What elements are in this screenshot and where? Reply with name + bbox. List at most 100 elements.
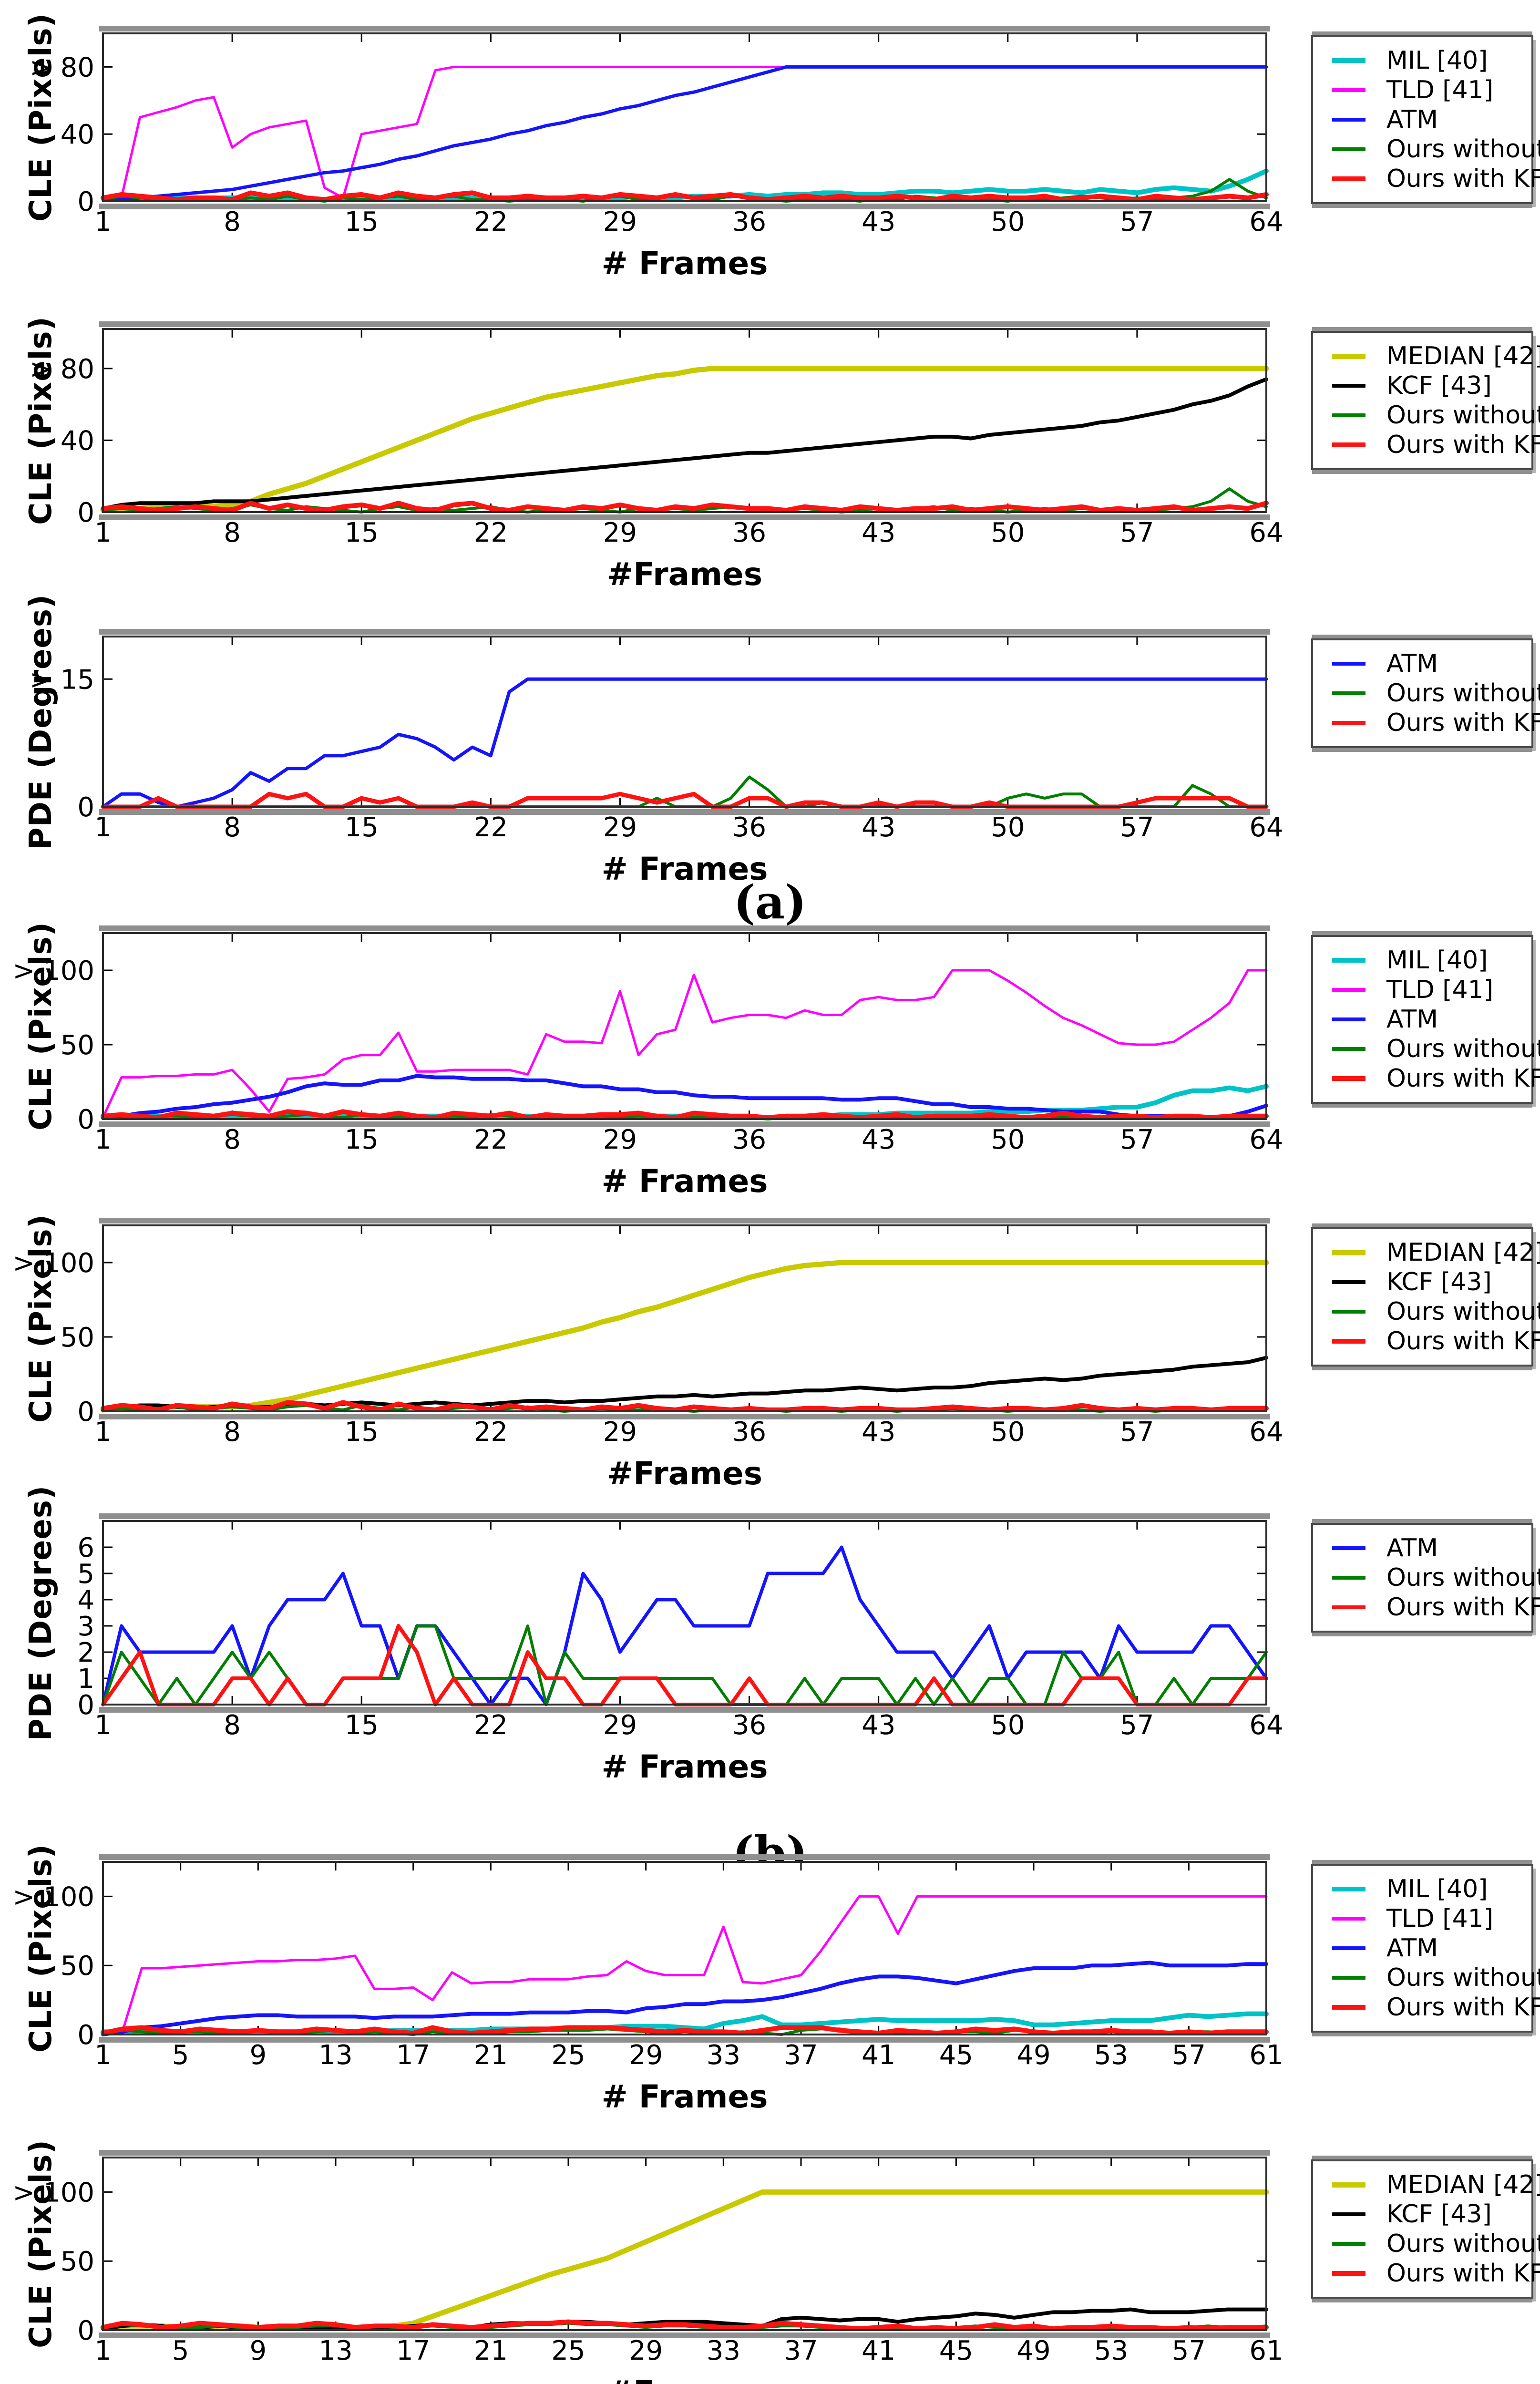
svg-text:15: 15 bbox=[345, 812, 379, 843]
legend-line-sample bbox=[1332, 2182, 1365, 2188]
svg-text:53: 53 bbox=[1094, 2335, 1128, 2366]
chart-panel: 1 8 15 22 29 36 43 50 57 64 0 50 > 100 bbox=[12, 1218, 1283, 1448]
chart-panel: 1 5 9 13 17 21 25 29 33 37 41 45 49 53 57 61 0 50 > 100 bbox=[12, 2150, 1283, 2366]
svg-text:33: 33 bbox=[707, 2040, 740, 2071]
legend-item-label: Ours without KF bbox=[1386, 135, 1540, 164]
legend-line-sample bbox=[1332, 2242, 1365, 2246]
y-axis-label: PDE (Degrees) bbox=[23, 1485, 59, 1741]
svg-text:0: 0 bbox=[77, 2020, 94, 2051]
legend-line-sample bbox=[1332, 958, 1365, 963]
legend-line-sample bbox=[1332, 1917, 1365, 1921]
legend-item-label: Ours with KF bbox=[1386, 164, 1540, 193]
svg-text:50: 50 bbox=[991, 517, 1025, 548]
svg-text:15: 15 bbox=[345, 1124, 379, 1155]
legend-line-sample bbox=[1332, 58, 1365, 63]
x-axis-label: # Frames bbox=[601, 2078, 768, 2115]
legend-item: MIL [40] bbox=[1313, 945, 1531, 975]
svg-text:15: 15 bbox=[345, 1417, 379, 1448]
legend-item-label: ATM bbox=[1386, 649, 1438, 678]
legend-line-sample bbox=[1332, 2271, 1365, 2276]
legend-item-label: Ours with KF bbox=[1386, 1064, 1540, 1093]
x-axis-label: # Frames bbox=[601, 1748, 768, 1785]
svg-text:13: 13 bbox=[318, 2040, 352, 2071]
svg-text:53: 53 bbox=[1094, 2040, 1128, 2071]
legend-line-sample bbox=[1332, 1976, 1365, 1980]
legend-item: KCF [43] bbox=[1313, 1267, 1531, 1297]
legend-line-sample bbox=[1332, 1076, 1365, 1081]
legend-item-label: MIL [40] bbox=[1386, 1875, 1488, 1903]
svg-text:29: 29 bbox=[603, 812, 637, 843]
legend: MEDIAN [42]KCF [43]Ours without KFOurs w… bbox=[1311, 331, 1540, 470]
svg-text:2: 2 bbox=[77, 1637, 94, 1668]
svg-text:64: 64 bbox=[1249, 1417, 1283, 1448]
svg-text:36: 36 bbox=[732, 517, 766, 548]
legend-line-sample bbox=[1332, 413, 1365, 417]
svg-text:1: 1 bbox=[94, 2335, 112, 2366]
legend-item: Ours without KF bbox=[1313, 401, 1540, 430]
legend-item: MEDIAN [42] bbox=[1313, 1238, 1540, 1267]
svg-text:57: 57 bbox=[1120, 1710, 1154, 1741]
legend-item-label: Ours without KF bbox=[1386, 401, 1540, 430]
svg-text:37: 37 bbox=[784, 2335, 818, 2366]
legend-line-sample bbox=[1332, 2005, 1365, 2010]
legend-item: Ours without KF bbox=[1313, 1297, 1540, 1326]
legend-item-label: Ours without KF bbox=[1386, 679, 1540, 708]
svg-text:0: 0 bbox=[77, 792, 94, 823]
y-axis-label: PDE (Degrees) bbox=[23, 594, 59, 850]
svg-text:> 100: > 100 bbox=[12, 956, 94, 986]
legend-item: ATM bbox=[1313, 1005, 1531, 1034]
svg-text:36: 36 bbox=[732, 206, 766, 237]
svg-text:0: 0 bbox=[77, 1690, 94, 1721]
legend: MEDIAN [42]KCF [43]Ours without KFOurs w… bbox=[1311, 1227, 1540, 1367]
svg-text:64: 64 bbox=[1249, 517, 1283, 548]
svg-text:41: 41 bbox=[862, 2335, 895, 2366]
svg-text:36: 36 bbox=[732, 1710, 766, 1741]
svg-text:1: 1 bbox=[77, 1664, 94, 1695]
svg-text:29: 29 bbox=[629, 2335, 663, 2366]
legend-item-label: Ours with KF bbox=[1386, 2259, 1540, 2288]
chart-panel: 1 8 15 22 29 36 43 50 57 64 0 1 2 3 4 5 6 bbox=[77, 1513, 1283, 1741]
legend-item: Ours without KF bbox=[1313, 1034, 1540, 1064]
svg-text:17: 17 bbox=[396, 2040, 430, 2071]
legend-line-sample bbox=[1332, 88, 1365, 92]
svg-text:0: 0 bbox=[77, 1397, 94, 1428]
svg-text:0: 0 bbox=[77, 2315, 94, 2346]
svg-text:36: 36 bbox=[732, 1124, 766, 1155]
legend-item: KCF [43] bbox=[1313, 2199, 1531, 2229]
legend-item-label: TLD [41] bbox=[1386, 1904, 1494, 1933]
legend-line-sample bbox=[1332, 353, 1365, 359]
svg-text:22: 22 bbox=[474, 517, 508, 548]
svg-text:1: 1 bbox=[94, 1710, 112, 1741]
x-axis-label: #Frames bbox=[103, 2374, 1266, 2384]
legend-line-sample bbox=[1332, 988, 1365, 992]
legend-item: MEDIAN [42] bbox=[1313, 2170, 1540, 2199]
svg-text:41: 41 bbox=[862, 2040, 895, 2071]
legend-item-label: Ours without KF bbox=[1386, 1297, 1540, 1326]
svg-text:43: 43 bbox=[862, 1124, 895, 1155]
legend-item-label: Ours with KF bbox=[1386, 1327, 1540, 1356]
legend-item-label: Ours without KF bbox=[1386, 1963, 1540, 1992]
legend-item-label: Ours with KF bbox=[1386, 431, 1540, 459]
svg-text:25: 25 bbox=[551, 2335, 585, 2366]
svg-text:9: 9 bbox=[250, 2040, 267, 2071]
svg-text:> 100: > 100 bbox=[12, 1248, 94, 1279]
chart-panel: 1 8 15 22 29 36 43 50 57 64 0 > 15 bbox=[30, 629, 1283, 843]
legend-line-sample bbox=[1332, 2212, 1365, 2216]
legend-item: Ours with KF bbox=[1313, 2259, 1540, 2288]
chart-panel: 1 8 15 22 29 36 43 50 57 64 0 40 > 80 bbox=[30, 26, 1283, 237]
svg-text:50: 50 bbox=[61, 1322, 94, 1353]
svg-text:57: 57 bbox=[1120, 812, 1154, 843]
legend-item: Ours without KF bbox=[1313, 1563, 1540, 1593]
legend-item-label: Ours with KF bbox=[1386, 1993, 1540, 2022]
legend-line-sample bbox=[1332, 720, 1365, 725]
legend-item: Ours without KF bbox=[1313, 2229, 1540, 2259]
legend-item-label: Ours without KF bbox=[1386, 1035, 1540, 1063]
svg-text:> 100: > 100 bbox=[12, 2177, 94, 2208]
svg-text:8: 8 bbox=[224, 517, 241, 548]
legend-item-label: MIL [40] bbox=[1386, 946, 1488, 975]
legend-item: ATM bbox=[1313, 649, 1531, 678]
legend-item: MEDIAN [42] bbox=[1313, 341, 1540, 371]
